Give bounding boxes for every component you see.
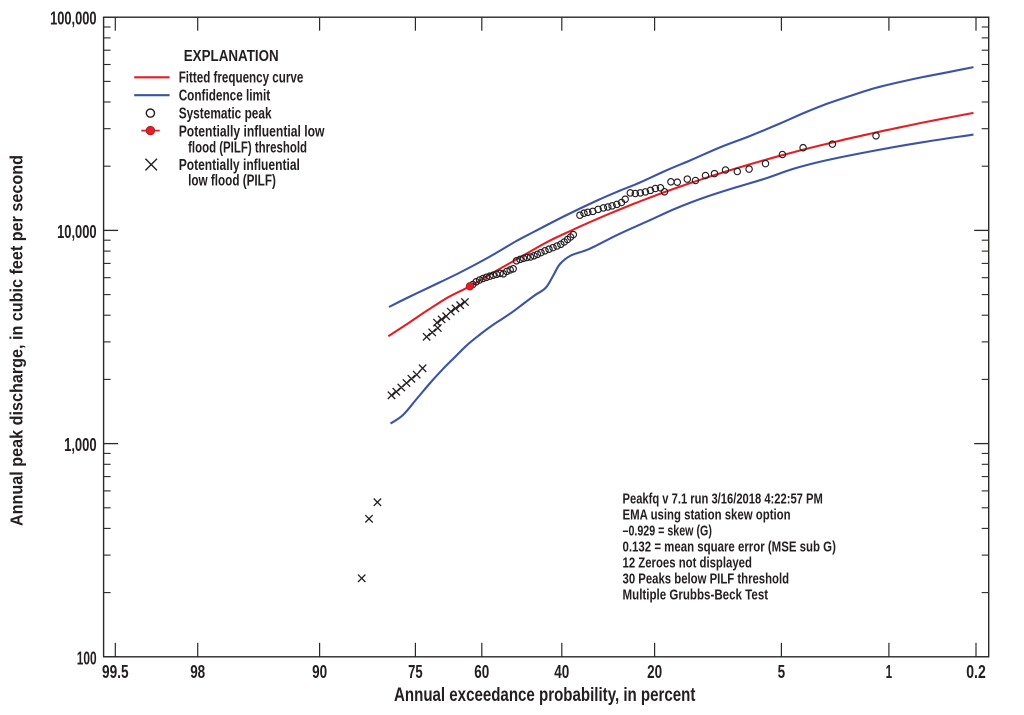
svg-text:100,000: 100,000	[50, 9, 97, 29]
svg-text:0.2: 0.2	[966, 662, 986, 682]
svg-text:40: 40	[554, 662, 569, 682]
svg-text:Confidence limit: Confidence limit	[179, 88, 271, 105]
svg-text:20: 20	[647, 662, 662, 682]
svg-text:Systematic peak: Systematic peak	[179, 105, 272, 122]
svg-text:Peakfq v 7.1 run 3/16/2018 4:2: Peakfq v 7.1 run 3/16/2018 4:22:57 PM	[623, 490, 823, 507]
svg-text:100: 100	[77, 648, 97, 668]
svg-text:EXPLANATION: EXPLANATION	[184, 48, 279, 65]
svg-text:Multiple Grubbs-Beck Test: Multiple Grubbs-Beck Test	[623, 586, 769, 603]
svg-text:90: 90	[312, 662, 327, 682]
svg-text:Annual exceedance probability,: Annual exceedance probability, in percen…	[394, 685, 696, 706]
svg-text:75: 75	[408, 662, 423, 682]
svg-text:12 Zeroes not displayed: 12 Zeroes not displayed	[623, 554, 752, 571]
svg-text:30 Peaks below PILF threshold: 30 Peaks below PILF threshold	[623, 570, 790, 587]
svg-text:1: 1	[886, 662, 893, 682]
svg-text:10,000: 10,000	[57, 222, 97, 242]
svg-text:Annual peak discharge, in cubi: Annual peak discharge, in cubic feet per…	[7, 155, 27, 526]
svg-text:60: 60	[474, 662, 489, 682]
svg-text:1,000: 1,000	[64, 435, 97, 455]
svg-text:Fitted frequency curve: Fitted frequency curve	[179, 70, 304, 87]
svg-text:98: 98	[190, 662, 205, 682]
svg-text:–0.929 = skew (G): –0.929 = skew (G)	[623, 522, 712, 539]
svg-text:low flood (PILF): low flood (PILF)	[188, 173, 276, 190]
svg-text:EMA using station skew option: EMA using station skew option	[623, 506, 791, 523]
svg-text:5: 5	[778, 662, 786, 682]
svg-text:flood (PILF) threshold: flood (PILF) threshold	[188, 139, 307, 156]
svg-text:Potentially influential: Potentially influential	[179, 157, 300, 174]
svg-text:0.132 = mean square error (MSE: 0.132 = mean square error (MSE sub G)	[623, 538, 836, 555]
svg-text:Potentially influential low: Potentially influential low	[179, 123, 326, 140]
svg-text:99.5: 99.5	[102, 662, 129, 682]
